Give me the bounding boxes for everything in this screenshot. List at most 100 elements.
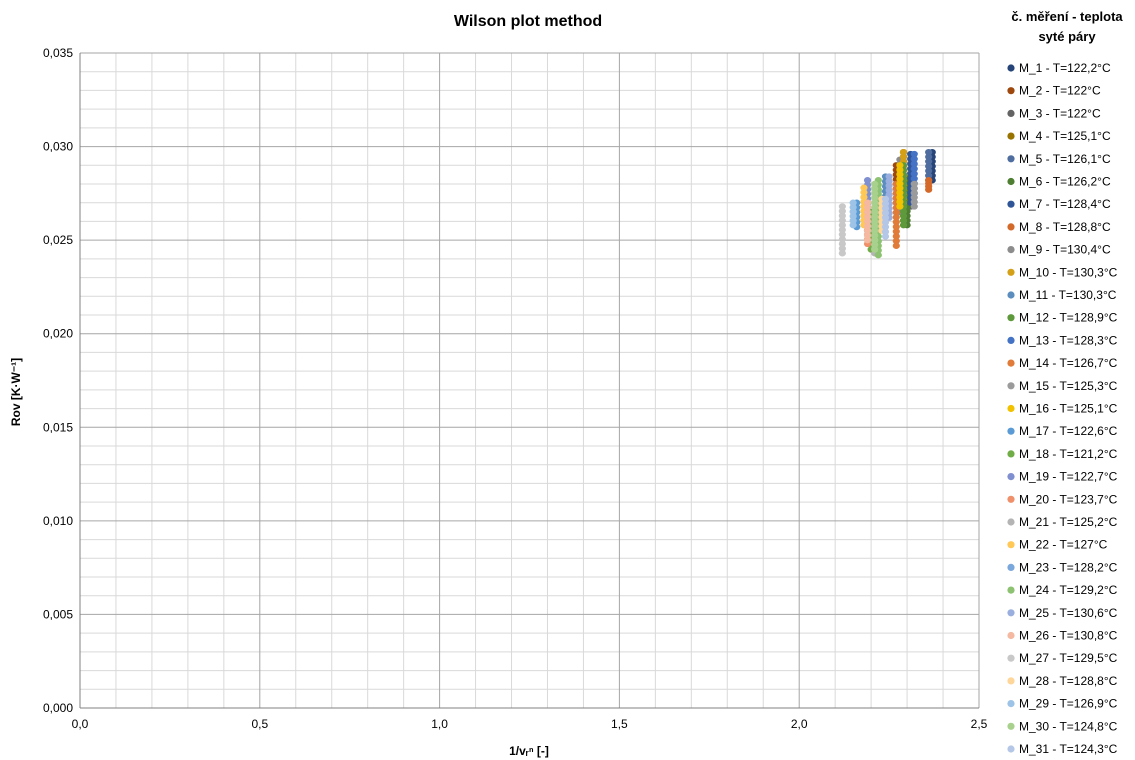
data-point xyxy=(849,217,857,224)
legend-entry-21: M_21 - T=125,2°C xyxy=(1007,515,1118,529)
legend-marker xyxy=(1007,700,1015,708)
legend-marker xyxy=(1007,109,1015,117)
legend-marker xyxy=(1007,200,1015,208)
data-point xyxy=(910,194,918,201)
data-point xyxy=(881,214,890,221)
legend-label: M_29 - T=126,9°C xyxy=(1019,697,1118,711)
x-tick-label: 1,5 xyxy=(611,717,628,731)
data-point xyxy=(863,204,872,211)
chart-legend: č. měření - teplota syté páry M_1 - T=12… xyxy=(1007,9,1123,756)
legend-marker xyxy=(1007,223,1015,231)
series-30 xyxy=(871,180,879,253)
legend-marker xyxy=(1007,563,1015,572)
data-point xyxy=(899,221,908,229)
legend-entry-25: M_25 - T=130,6°C xyxy=(1007,606,1118,620)
legend-marker xyxy=(1007,609,1015,617)
y-tick-label: 0,020 xyxy=(43,327,73,341)
data-point xyxy=(871,241,879,249)
legend-label: M_5 - T=126,1°C xyxy=(1019,152,1111,166)
legend-marker xyxy=(1007,246,1015,254)
legend-label: M_10 - T=130,3°C xyxy=(1019,265,1118,279)
data-point xyxy=(892,237,900,245)
legend-entry-19: M_19 - T=122,7°C xyxy=(1007,470,1118,484)
data-point xyxy=(892,223,900,230)
y-tick-label: 0,005 xyxy=(43,607,73,621)
data-point xyxy=(881,219,890,226)
data-point xyxy=(885,173,893,180)
data-point xyxy=(881,195,890,203)
data-point xyxy=(871,190,879,197)
legend-label: M_22 - T=127°C xyxy=(1019,538,1108,552)
series-16 xyxy=(896,162,904,210)
legend-marker xyxy=(1007,177,1015,186)
data-point xyxy=(871,236,879,244)
data-point xyxy=(910,203,918,210)
legend-entry-15: M_15 - T=125,3°C xyxy=(1007,379,1118,393)
data-point xyxy=(892,214,900,221)
data-point xyxy=(863,218,872,225)
legend-marker xyxy=(1007,450,1015,458)
data-point xyxy=(838,212,846,220)
data-point xyxy=(849,212,857,220)
data-point xyxy=(863,199,872,206)
data-point xyxy=(881,223,890,231)
data-point xyxy=(849,208,857,215)
legend-marker xyxy=(1007,382,1015,390)
legend-label: M_30 - T=124,8°C xyxy=(1019,719,1118,733)
legend-entry-17: M_17 - T=122,6°C xyxy=(1007,424,1118,438)
x-tick-label: 2,5 xyxy=(971,717,988,731)
legend-entry-22: M_22 - T=127°C xyxy=(1007,538,1108,552)
legend-entry-5: M_5 - T=126,1°C xyxy=(1007,152,1111,166)
data-point xyxy=(896,162,904,169)
data-point xyxy=(896,184,904,192)
data-point xyxy=(892,233,900,240)
data-point xyxy=(899,148,908,156)
legend-label: M_25 - T=130,6°C xyxy=(1019,606,1118,620)
data-point xyxy=(838,207,846,215)
x-tick-label: 0,0 xyxy=(72,717,89,731)
data-point xyxy=(838,203,846,210)
data-point xyxy=(925,172,933,179)
legend-label: M_17 - T=122,6°C xyxy=(1019,424,1118,438)
legend-label: M_16 - T=125,1°C xyxy=(1019,402,1118,416)
data-point xyxy=(899,153,908,160)
legend-title-line-2: syté páry xyxy=(1038,29,1096,44)
y-tick-label: 0,000 xyxy=(43,701,73,715)
y-tick-label: 0,015 xyxy=(43,420,73,434)
legend-marker xyxy=(1007,336,1015,344)
legend-entry-4: M_4 - T=125,1°C xyxy=(1007,129,1111,143)
data-point xyxy=(863,177,872,184)
legend-label: M_6 - T=126,2°C xyxy=(1019,175,1111,189)
data-point xyxy=(860,184,868,191)
legend-marker xyxy=(1007,132,1015,140)
y-tick-label: 0,035 xyxy=(43,46,73,60)
x-tick-label: 2,0 xyxy=(791,717,808,731)
data-point xyxy=(896,180,904,187)
legend-label: M_2 - T=122°C xyxy=(1019,84,1101,98)
series-26 xyxy=(863,199,872,244)
legend-title-line-1: č. měření - teplota xyxy=(1011,9,1123,24)
chart-axes: 0,0 0,5 1,0 1,5 2,0 2,5 0,000 0,005 0,010 0,015 0,… xyxy=(43,46,988,731)
data-point xyxy=(910,189,918,197)
data-point xyxy=(899,212,908,220)
legend-marker xyxy=(1007,155,1015,163)
legend-marker xyxy=(1007,677,1015,685)
data-point xyxy=(871,213,879,220)
data-point xyxy=(863,227,872,234)
data-point xyxy=(871,199,879,206)
data-point xyxy=(910,155,918,163)
legend-label: M_28 - T=128,8°C xyxy=(1019,674,1118,688)
legend-entry-8: M_8 - T=128,8°C xyxy=(1007,220,1111,234)
data-point xyxy=(863,208,872,216)
data-point xyxy=(863,232,872,239)
data-point xyxy=(838,231,846,238)
legend-label: M_7 - T=128,4°C xyxy=(1019,197,1111,211)
data-point xyxy=(838,236,846,243)
data-point xyxy=(871,180,879,188)
legend-label: M_18 - T=121,2°C xyxy=(1019,447,1118,461)
data-point xyxy=(881,205,890,212)
legend-marker xyxy=(1007,745,1015,753)
data-point xyxy=(925,167,933,175)
data-point xyxy=(896,189,904,196)
